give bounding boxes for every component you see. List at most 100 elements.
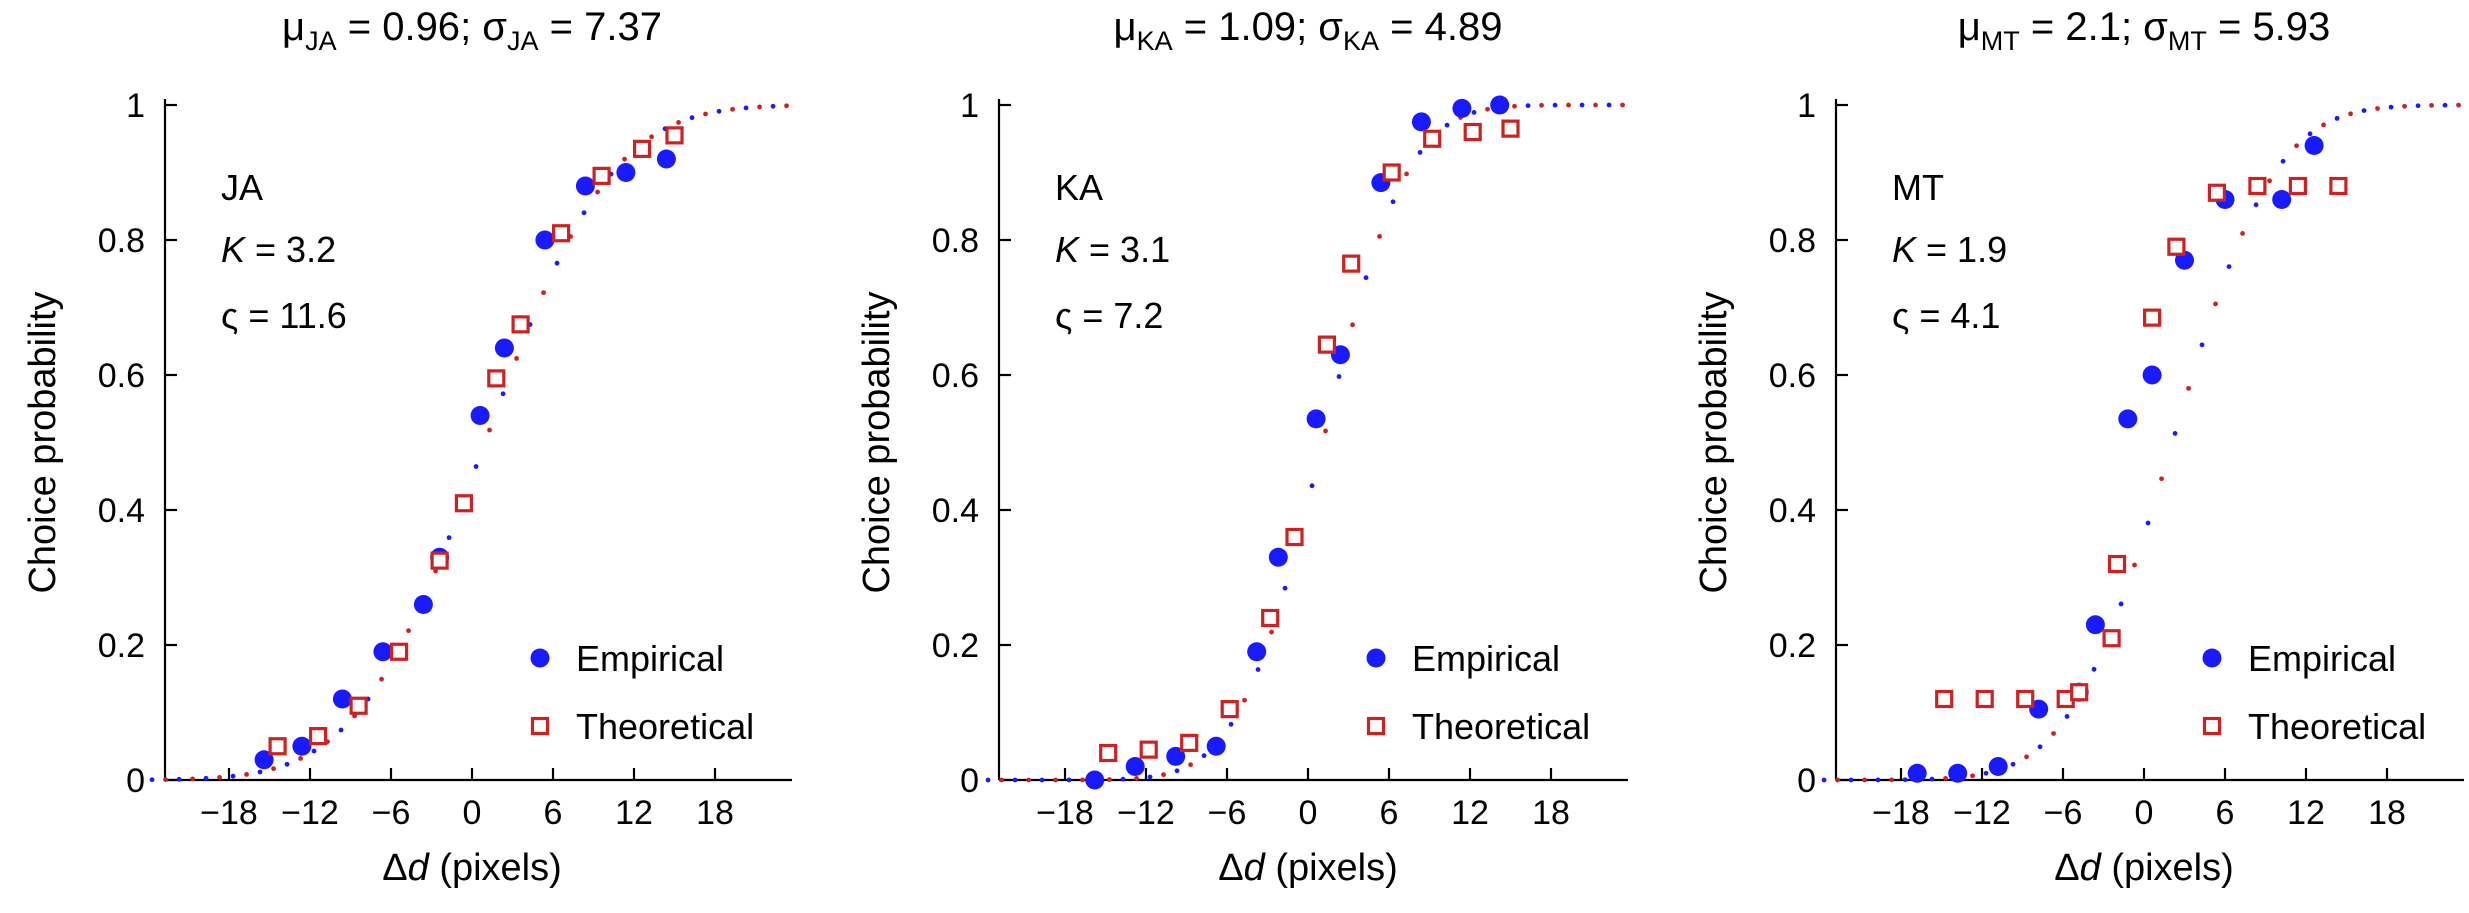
- fit-curve-dot: [595, 189, 600, 195]
- legend: Empirical Theoretical: [1366, 638, 1590, 747]
- x-axis-title: Δd (pixels): [382, 847, 562, 889]
- x-tick-label: 18: [2368, 794, 2406, 832]
- panel-title: μMT = 2.1; σMT = 5.93: [1958, 5, 2331, 56]
- fit-curve-dot: [446, 535, 452, 541]
- fit-curve-dot: [1269, 629, 1274, 635]
- legend-label-theoretical: Theoretical: [1412, 706, 1590, 747]
- fit-curve-dot: [622, 156, 627, 162]
- fit-curve-dot: [1929, 776, 1935, 782]
- legend-marker-empirical: [2202, 648, 2222, 668]
- y-tick-label: 0.6: [1769, 357, 1816, 395]
- empirical-point: [2304, 136, 2324, 155]
- fit-curve-dot: [1471, 109, 1477, 115]
- empirical-point: [535, 230, 555, 250]
- fit-curve-dot: [2064, 714, 2070, 719]
- empirical-point: [1206, 736, 1226, 756]
- fit-curve-dot: [1053, 777, 1058, 783]
- fit-curve-dot: [2253, 202, 2259, 208]
- series-theoretical: [1935, 176, 2348, 709]
- empirical-point: [1907, 763, 1927, 783]
- theoretical-point: [2102, 629, 2121, 648]
- fit-curve-dot: [554, 260, 560, 266]
- y-tick-label: 0.4: [932, 492, 979, 530]
- fit-curve-dot: [2294, 143, 2299, 149]
- fit-curve-dot: [379, 676, 384, 682]
- x-tick-label: −12: [281, 794, 339, 832]
- fit-curve-dot: [500, 391, 506, 397]
- varsigma-parameter: ς = 7.2: [1055, 295, 1163, 336]
- legend-marker-empirical: [530, 648, 550, 668]
- fit-curve-dot: [2037, 744, 2043, 750]
- fit-curve-dot: [743, 105, 749, 111]
- fit-curve-dot: [985, 777, 991, 783]
- panel-mt: 0 0.2 0.4 0.6 0.8 1 −18 −12 −6 0 6 12 18 Δd (pixels) C…: [1693, 5, 2464, 889]
- y-tick-label: 0: [126, 762, 145, 800]
- fit-curve-dot: [433, 568, 438, 574]
- legend-label-theoretical: Theoretical: [576, 706, 754, 747]
- y-tick-label: 0.8: [98, 222, 145, 260]
- theoretical-point: [309, 727, 328, 746]
- legend-label-empirical: Empirical: [1412, 638, 1560, 679]
- y-tick-label: 1: [1797, 87, 1816, 125]
- fit-curve-dot: [1902, 777, 1908, 783]
- fit-curve-dot: [514, 356, 519, 361]
- fit-curve-dot: [1525, 103, 1531, 109]
- legend-marker-theoretical: [2202, 716, 2222, 736]
- theoretical-point: [268, 737, 287, 756]
- legend-label-empirical: Empirical: [576, 638, 724, 679]
- theoretical-point: [511, 315, 530, 334]
- x-tick-label: 0: [2135, 794, 2154, 832]
- y-tick-label: 0.6: [932, 357, 979, 395]
- empirical-point: [1490, 95, 1510, 115]
- empirical-point: [1085, 770, 1105, 790]
- x-tick-label: 18: [696, 794, 734, 832]
- fit-curve-dot: [2199, 342, 2205, 348]
- legend: Empirical Theoretical: [2202, 638, 2426, 747]
- legend-marker-theoretical: [1366, 716, 1386, 736]
- subject-label: JA: [221, 167, 263, 208]
- fit-curve-dot: [2348, 111, 2353, 117]
- varsigma-parameter: ς = 11.6: [221, 295, 347, 336]
- y-tick-label: 0: [1797, 762, 1816, 800]
- y-tick-label: 0.8: [932, 222, 979, 260]
- fit-curve-dot: [487, 427, 492, 433]
- theoretical-point: [551, 224, 571, 243]
- fit-curve-dot: [999, 777, 1004, 783]
- theoretical-point: [2070, 683, 2089, 702]
- k-parameter: K = 3.2: [221, 229, 336, 270]
- legend-marker-empirical: [1366, 648, 1386, 668]
- fit-curve-dot: [1242, 697, 1247, 703]
- y-tick-label: 0.4: [98, 492, 145, 530]
- fit-curve-dot: [2334, 115, 2340, 121]
- theoretical-point: [1342, 254, 1361, 273]
- fit-curve-dot: [244, 772, 249, 777]
- k-parameter: K = 3.1: [1055, 229, 1170, 270]
- series-theoretical: [1099, 119, 1520, 763]
- fit-curve-dot: [1539, 102, 1544, 108]
- fit-curve-dot: [1970, 773, 1975, 779]
- fit-curve-dot: [1620, 102, 1625, 108]
- empirical-point: [2272, 190, 2292, 209]
- empirical-point: [1247, 642, 1267, 662]
- y-tick-label: 0: [960, 762, 979, 800]
- fit-curve-dot: [1512, 103, 1517, 109]
- empirical-point: [2085, 615, 2105, 635]
- fit-curve-dot: [1039, 777, 1045, 783]
- fit-curve-dot: [1282, 585, 1288, 591]
- fit-curve-dot: [1848, 777, 1854, 783]
- legend-marker-theoretical: [530, 716, 550, 736]
- x-tick-label: −18: [1872, 794, 1930, 832]
- x-tick-label: 12: [1451, 794, 1489, 832]
- y-axis-title: Choice probability: [1693, 291, 1735, 593]
- empirical-point: [1411, 112, 1431, 132]
- fit-curve-dot: [2240, 231, 2245, 236]
- fit-curve-dot: [163, 777, 168, 782]
- fit-curve-dot: [1552, 102, 1558, 108]
- y-axis-title: Choice probability: [22, 291, 64, 593]
- empirical-point: [494, 338, 514, 358]
- fit-curve-dot: [406, 628, 411, 634]
- empirical-point: [2118, 409, 2138, 429]
- series-empirical: [1907, 136, 2324, 783]
- series-empirical: [1085, 95, 1510, 790]
- fit-curve-dot: [2388, 104, 2394, 110]
